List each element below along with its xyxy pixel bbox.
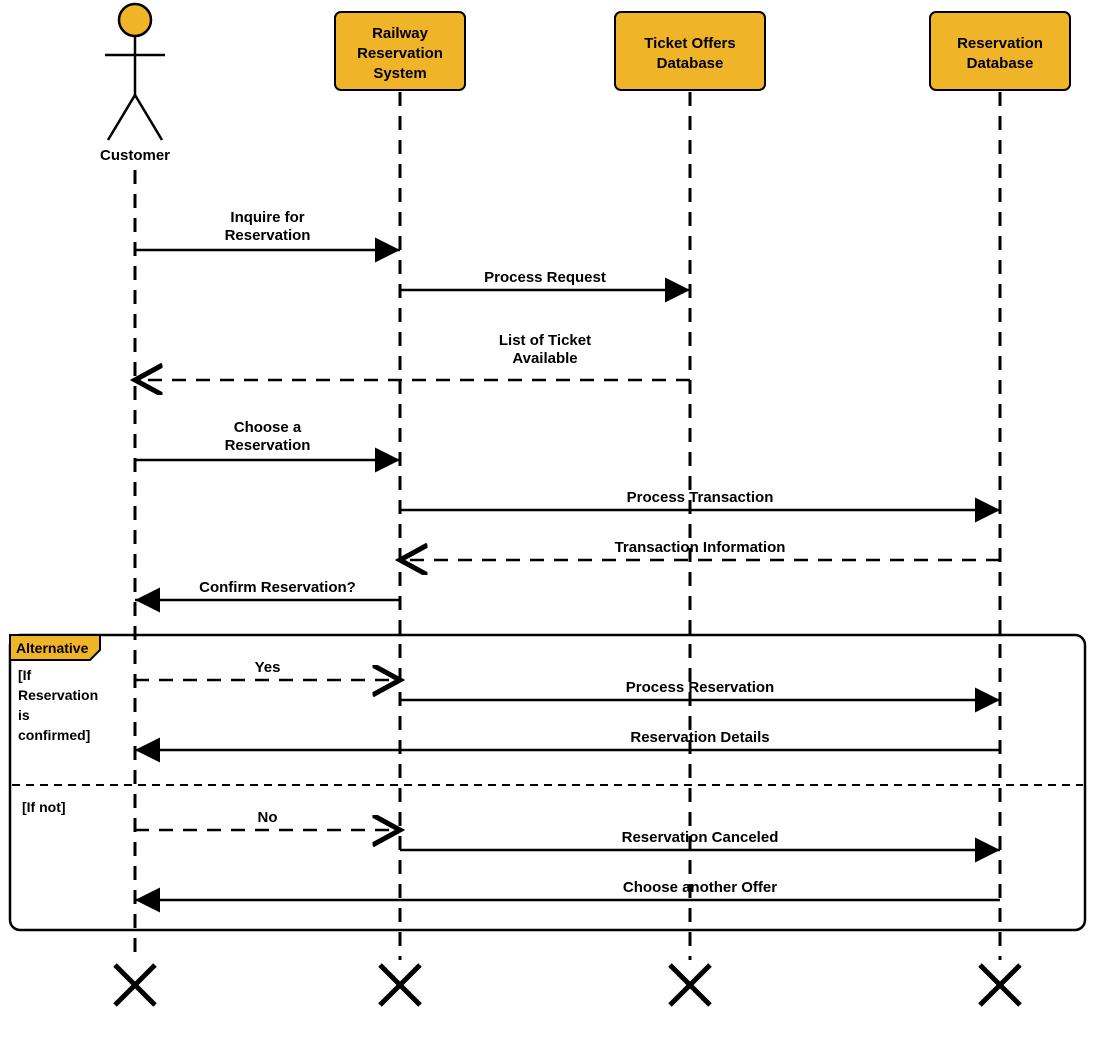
terminator-tod [670,965,710,1005]
svg-text:[If: [If [18,667,32,683]
message-m12: Reservation Canceled [400,829,1000,850]
svg-text:System: System [373,65,426,82]
participant-rrs: Railway Reservation System [335,12,465,90]
svg-text:Database: Database [967,55,1034,72]
message-label: Process Request [484,269,606,286]
svg-text:[If not]: [If not] [22,799,66,815]
message-m1: Inquire forReservation [135,209,400,250]
message-label: Yes [255,659,281,676]
svg-text:Railway: Railway [372,25,429,42]
message-label: Reservation [225,437,311,454]
svg-text:Alternative: Alternative [16,640,89,656]
message-m13: Choose another Offer [135,879,1000,900]
message-label: Transaction Information [615,539,786,556]
message-m11: No [135,809,400,830]
svg-text:Ticket Offers: Ticket Offers [644,35,735,52]
messages-layer: Inquire forReservationProcess RequestLis… [135,209,1000,900]
message-m5: Process Transaction [400,489,1000,510]
message-m7: Confirm Reservation? [135,579,400,600]
message-label: Reservation Details [630,729,769,746]
svg-text:Reservation: Reservation [957,35,1043,52]
message-label: Process Reservation [626,679,774,696]
message-m8: Yes [135,659,400,680]
svg-text:is: is [18,707,30,723]
message-label: Choose a [234,419,302,436]
sequence-diagram: Customer Railway Reservation System Tick… [0,0,1095,1048]
message-label: Choose another Offer [623,879,777,896]
message-label: Reservation Canceled [622,829,779,846]
terminator-rd [980,965,1020,1005]
participant-rd: Reservation Database [930,12,1070,90]
actor-customer: Customer [100,4,170,164]
participant-tod: Ticket Offers Database [615,12,765,90]
terminator-rrs [380,965,420,1005]
message-m10: Reservation Details [135,729,1000,750]
message-m4: Choose aReservation [135,419,400,460]
svg-text:confirmed]: confirmed] [18,727,90,743]
svg-text:Database: Database [657,55,724,72]
message-label: Confirm Reservation? [199,579,356,596]
actor-head-icon [119,4,151,36]
message-label: No [258,809,278,826]
message-m6: Transaction Information [400,539,1000,560]
message-label: Reservation [225,227,311,244]
message-label: Process Transaction [627,489,774,506]
svg-text:Reservation: Reservation [18,687,98,703]
terminator-customer [115,965,155,1005]
message-m2: Process Request [400,269,690,290]
svg-text:Reservation: Reservation [357,45,443,62]
message-m9: Process Reservation [400,679,1000,700]
message-m3: List of TicketAvailable [135,332,690,380]
message-label: Available [512,350,577,367]
message-label: List of Ticket [499,332,591,349]
message-label: Inquire for [230,209,304,226]
actor-label: Customer [100,147,170,164]
